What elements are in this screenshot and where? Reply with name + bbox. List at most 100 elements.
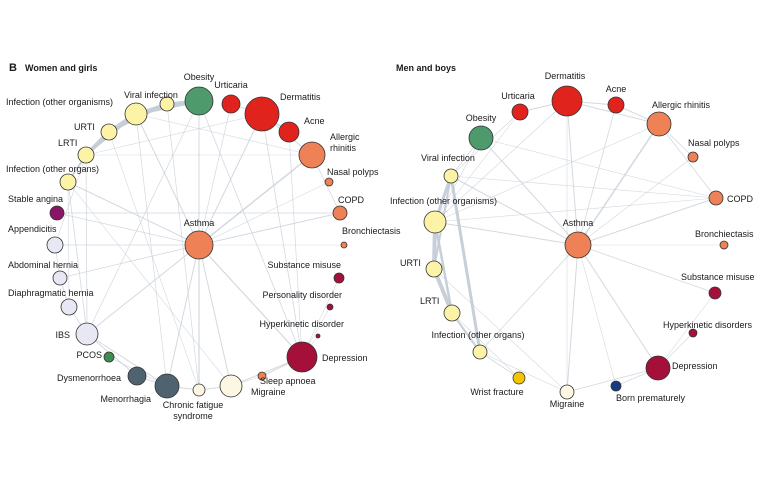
edge-men-migraine-infection-other-organs <box>479 351 568 393</box>
node-women-acne <box>278 121 300 143</box>
node-men-obesity <box>468 125 494 151</box>
edge-women-dermatitis-lrti <box>85 113 263 156</box>
edge-women-asthma-allergic-rhinitis <box>198 154 313 246</box>
edge-men-substance-misuse-depression <box>657 292 716 369</box>
edge-men-viral-infection-infection-other-organs <box>449 175 482 353</box>
edge-women-asthma-migraine <box>198 244 232 387</box>
edge-women-urticaria-asthma <box>198 103 232 246</box>
edge-women-urti-chronic-fatigue-syndrome <box>108 131 200 391</box>
label-men-born-prematurely: Born prematurely <box>616 393 686 403</box>
node-women-viral-infection <box>159 96 175 112</box>
node-women-nasal-polyps <box>324 177 334 187</box>
edge-men-infection-other-organisms-lrti <box>433 221 454 314</box>
label-men-urti: URTI <box>400 258 421 268</box>
node-women-allergic-rhinitis <box>298 141 326 169</box>
edge-women-diaphragmatic-hernia-infection-other-organs <box>67 181 70 308</box>
node-women-chronic-fatigue-syndrome <box>192 383 206 397</box>
edge-men-copd-infection-other-organisms <box>434 197 717 223</box>
label-women-depression: Depression <box>322 353 368 363</box>
edge-men-asthma-dermatitis <box>566 100 579 246</box>
node-men-hyperkinetic-disorders <box>688 328 698 338</box>
edge-men-asthma-infection-other-organisms <box>434 221 579 246</box>
node-women-bronchiectasis <box>340 241 348 249</box>
edge-women-infection-other-organs-ibs <box>67 181 88 335</box>
node-women-dermatitis <box>244 96 280 132</box>
label-women-asthma: Asthma <box>184 218 215 228</box>
node-men-nasal-polyps <box>687 151 699 163</box>
edge-men-depression-migraine <box>566 367 659 393</box>
node-women-infection-other-organisms <box>124 102 148 126</box>
node-women-urticaria <box>221 94 241 114</box>
node-women-lrti <box>77 146 95 164</box>
edge-men-asthma-obesity <box>480 137 579 246</box>
label-women-urticaria: Urticaria <box>214 80 248 90</box>
edge-women-asthma-ibs <box>86 244 200 335</box>
edge-women-dermatitis-depression <box>261 113 303 358</box>
edge-men-nasal-polyps-asthma <box>577 156 694 246</box>
edge-men-allergic-rhinitis-infection-other-organisms <box>434 123 660 223</box>
node-women-sleep-apnoea <box>257 371 267 381</box>
label-men-obesity: Obesity <box>466 113 497 123</box>
node-women-obesity <box>184 86 214 116</box>
edge-women-asthma-copd <box>198 212 341 246</box>
edge-men-lrti-wrist-fracture <box>451 312 520 379</box>
label-men-migraine: Migraine <box>550 399 585 409</box>
label-women-infection-other-organisms: Infection (other organisms) <box>6 97 113 107</box>
edge-men-dermatitis-infection-other-organisms <box>434 100 568 223</box>
node-men-infection-other-organs <box>472 344 488 360</box>
edge-women-acne-depression <box>288 131 303 358</box>
edge-women-viral-infection-chronic-fatigue-syndrome <box>166 103 200 391</box>
edge-men-urti-migraine <box>433 268 568 393</box>
edge-women-asthma-abdominal-hernia <box>59 244 200 279</box>
node-men-depression <box>645 355 671 381</box>
node-women-diaphragmatic-hernia <box>60 298 78 316</box>
label-women-allergic-rhinitis: Allergic rhinitis <box>330 132 360 153</box>
label-women-dermatitis: Dermatitis <box>280 92 321 102</box>
label-men-hyperkinetic-disorders: Hyperkinetic disorders <box>663 320 753 330</box>
label-women-acne: Acne <box>304 116 325 126</box>
edge-women-infection-other-organs-migraine <box>67 181 232 387</box>
label-women-obesity: Obesity <box>184 72 215 82</box>
node-men-asthma <box>564 231 592 259</box>
edge-men-asthma-copd <box>577 197 717 246</box>
node-men-urti <box>425 260 443 278</box>
edge-men-asthma-migraine <box>566 244 579 393</box>
edge-men-viral-infection-copd <box>450 175 717 199</box>
label-women-abdominal-hernia: Abdominal hernia <box>8 260 78 270</box>
edge-men-born-prematurely-asthma <box>577 244 617 387</box>
node-women-substance-misuse <box>333 272 345 284</box>
edge-men-asthma-infection-other-organs <box>479 244 579 353</box>
edge-women-obesity-ibs <box>86 100 200 335</box>
label-women-lrti: LRTI <box>58 138 77 148</box>
label-women-menorrhagia: Menorrhagia <box>100 394 151 404</box>
node-men-infection-other-organisms <box>423 210 447 234</box>
edge-women-asthma-depression <box>198 244 303 358</box>
label-women-urti: URTI <box>74 122 95 132</box>
label-women-viral-infection: Viral infection <box>124 90 178 100</box>
node-men-viral-infection <box>443 168 459 184</box>
edge-women-infection-other-organisms-menorrhagia <box>135 113 168 387</box>
node-women-abdominal-hernia <box>52 270 68 286</box>
edge-women-infection-other-organisms-allergic-rhinitis <box>135 113 313 156</box>
edge-men-obesity-infection-other-organisms <box>434 137 482 223</box>
node-men-wrist-fracture <box>512 371 526 385</box>
label-women-ibs: IBS <box>55 330 70 340</box>
edge-men-urticaria-infection-other-organisms <box>434 111 521 223</box>
edge-women-obesity-depression <box>198 100 303 358</box>
label-women-diaphragmatic-hernia: Diaphragmatic hernia <box>8 288 94 298</box>
node-women-infection-other-organs <box>59 173 77 191</box>
label-women-bronchiectasis: Bronchiectasis <box>342 226 401 236</box>
label-men-urticaria: Urticaria <box>501 91 535 101</box>
label-men-substance-misuse: Substance misuse <box>681 272 755 282</box>
node-men-copd <box>708 190 724 206</box>
edge-women-appendicitis-lrti <box>54 154 87 246</box>
label-women-pcos: PCOS <box>76 350 102 360</box>
node-men-acne <box>607 96 625 114</box>
edge-men-obesity-copd <box>480 137 717 199</box>
label-men-copd: COPD <box>727 194 754 204</box>
label-men-wrist-fracture: Wrist fracture <box>470 387 523 397</box>
label-women-hyperkinetic-disorder: Hyperkinetic disorder <box>259 319 344 329</box>
node-women-appendicitis <box>46 236 64 254</box>
